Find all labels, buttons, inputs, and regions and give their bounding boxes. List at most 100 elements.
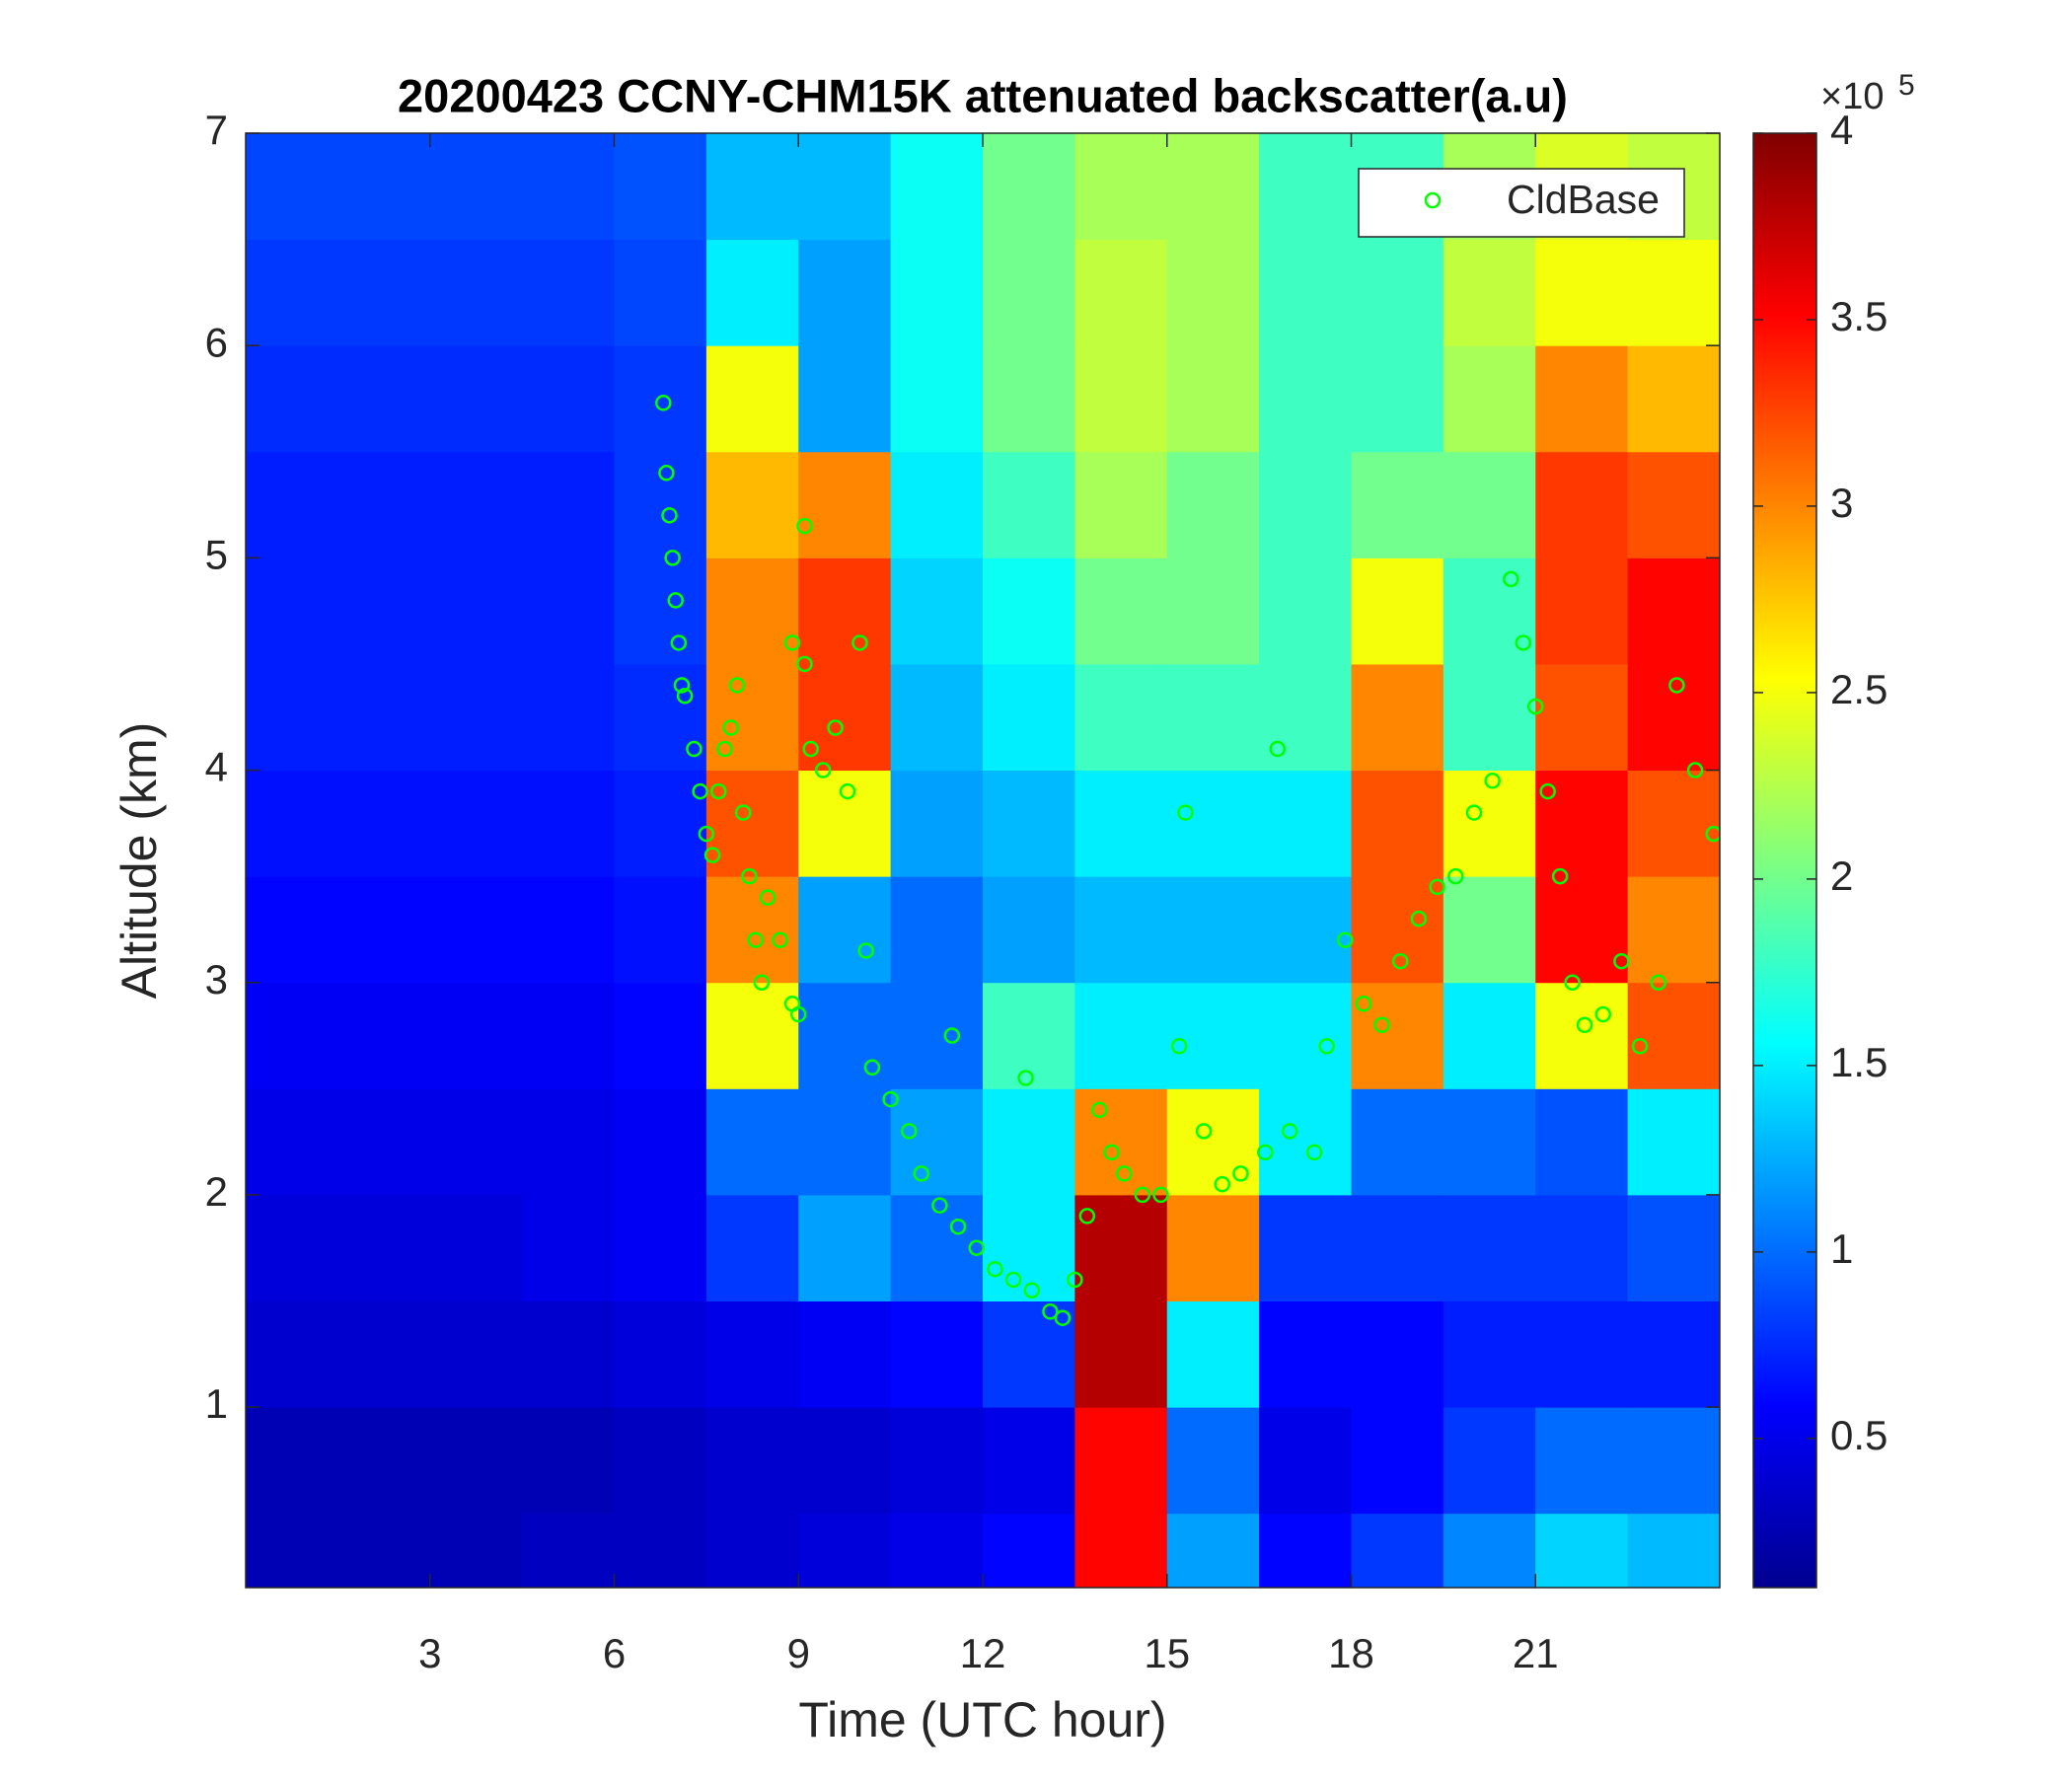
cloud-base-point	[1539, 782, 1556, 800]
heat-cell	[798, 876, 892, 984]
heat-cell	[983, 451, 1075, 558]
cloud-base-point	[658, 465, 675, 482]
cloud-base-point	[1023, 1282, 1041, 1299]
heat-cell	[1627, 239, 1720, 346]
heat-cell	[1443, 663, 1536, 772]
heatmap	[246, 133, 1720, 1588]
cloud-base-point	[1042, 1303, 1059, 1320]
cloud-base-point	[1484, 773, 1501, 789]
cloud-base-point	[759, 889, 777, 906]
colorbar-tick-label: 3.5	[1830, 293, 1887, 339]
cloud-base-point	[692, 782, 708, 800]
heat-cell	[705, 770, 799, 877]
cloud-base-point	[1447, 867, 1464, 885]
cloud-base-point	[1613, 952, 1630, 970]
heat-cell	[337, 1088, 431, 1196]
cloud-base-point	[1257, 1144, 1274, 1161]
heat-cell	[337, 876, 431, 984]
legend-box	[1358, 168, 1685, 238]
heat-cell	[522, 982, 615, 1089]
heat-cell	[798, 557, 892, 665]
y-tick-label: 2	[205, 1168, 228, 1215]
heat-cell	[798, 1513, 892, 1588]
heat-cell	[614, 770, 707, 877]
heat-cell	[614, 1088, 707, 1196]
cloud-base-point	[783, 634, 801, 651]
cloud-base-point	[1686, 762, 1704, 779]
heat-cell	[614, 982, 707, 1089]
heat-cell	[1535, 1194, 1629, 1302]
heat-cell	[1627, 982, 1720, 1089]
heat-cell	[705, 451, 799, 558]
cloud-base-point	[839, 782, 856, 800]
heat-cell	[246, 1194, 338, 1302]
heat-cell	[1535, 451, 1629, 558]
cloud-base-point	[1282, 1123, 1298, 1140]
heat-cell	[983, 133, 1075, 241]
cloud-base-point	[1668, 677, 1685, 694]
heat-cell	[983, 1088, 1075, 1196]
cloud-base-point	[1337, 931, 1354, 948]
heat-cell	[429, 451, 523, 558]
heat-cell	[429, 770, 523, 877]
heat-cell	[1074, 1513, 1168, 1588]
colorbar-tick-label: 3	[1830, 480, 1853, 526]
heat-cell	[246, 1088, 338, 1196]
heat-cell	[798, 239, 892, 346]
colorbar-tick-label: 0.5	[1830, 1412, 1887, 1458]
heat-cell	[890, 557, 984, 665]
heat-cell	[614, 1513, 707, 1588]
heat-cell	[890, 982, 984, 1089]
heat-cell	[522, 451, 615, 558]
cloud-base-point	[802, 740, 819, 758]
heat-cell	[890, 1513, 984, 1588]
cloud-base-point	[851, 634, 868, 651]
heat-cell	[983, 663, 1075, 772]
heat-cell	[798, 1088, 892, 1196]
heat-cell	[246, 451, 338, 558]
heat-cell	[1443, 451, 1536, 558]
cloud-base-point	[741, 867, 758, 885]
heat-cell	[705, 1513, 799, 1588]
heat-cell	[890, 451, 984, 558]
heat-cell	[1535, 1513, 1629, 1588]
heat-cell	[1443, 1194, 1536, 1302]
cloud-base-point	[1103, 1144, 1120, 1161]
heat-cell	[522, 345, 615, 453]
cloud-base-point	[1004, 1271, 1022, 1289]
colorbar-exponent: 5	[1898, 69, 1915, 102]
heat-cell	[337, 1194, 431, 1302]
heat-cell	[1351, 1407, 1444, 1515]
heat-cell	[246, 557, 338, 665]
heat-cell	[522, 770, 615, 877]
heat-cell	[798, 345, 892, 453]
cloud-base-point	[1429, 878, 1445, 896]
cloud-base-point	[1392, 952, 1409, 970]
heat-cell	[1166, 876, 1260, 984]
heat-cell	[705, 1407, 799, 1515]
cloud-base-point	[1576, 1016, 1593, 1034]
heat-cell	[522, 876, 615, 984]
heat-cell	[1259, 345, 1352, 453]
heat-cell	[246, 239, 338, 346]
heat-cell	[1259, 451, 1352, 558]
heat-cell	[1259, 663, 1352, 772]
heat-cell	[1074, 770, 1168, 877]
y-tick-label: 3	[205, 956, 228, 1002]
heat-cell	[983, 1407, 1075, 1515]
heat-cell	[1259, 1513, 1352, 1588]
heat-cell	[890, 133, 984, 241]
cloud-base-point	[1017, 1070, 1034, 1086]
cloud-base-point	[1551, 867, 1569, 885]
x-tick-label: 3	[418, 1630, 441, 1676]
cloud-base-point	[790, 1005, 807, 1023]
heat-cell	[1535, 982, 1629, 1089]
x-tick-label: 15	[1144, 1630, 1190, 1676]
heat-cell	[798, 451, 892, 558]
heat-cell	[798, 1300, 892, 1408]
colorbar-tick-label: 1.5	[1830, 1039, 1887, 1085]
heat-cell	[983, 770, 1075, 877]
cloud-base-point	[931, 1197, 948, 1214]
heat-cell	[1074, 451, 1168, 558]
